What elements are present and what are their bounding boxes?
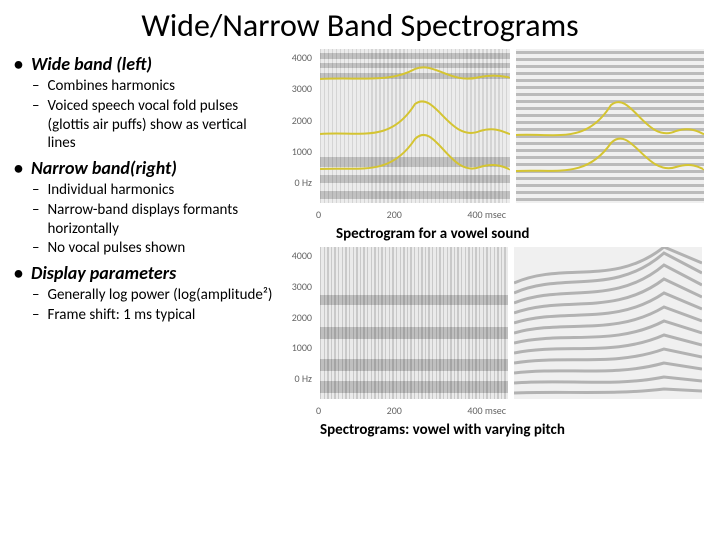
xtick: 0 [316, 404, 321, 417]
xtick: 400 msec [467, 208, 506, 221]
xaxis-top: 0 200 400 msec [316, 207, 506, 221]
display-item-1-text: Frame shift: 1 ms typical [47, 306, 195, 325]
narrow-item-2-text: No vocal pulses shown [47, 239, 185, 258]
top-spectrogram-row: 4000 3000 2000 1000 0 Hz [280, 49, 720, 203]
xtick: 400 msec [467, 404, 506, 417]
dash-icon: – [32, 201, 39, 239]
heading-display: • Display parameters [14, 262, 278, 284]
display-item-0: – Generally log power (log(amplitude²) [32, 286, 278, 305]
narrow-item-1: – Narrow-band displays formants horizont… [32, 201, 278, 239]
dash-icon: – [32, 306, 39, 325]
xtick: 0 [316, 208, 321, 221]
dash-icon: – [32, 286, 39, 305]
display-item-1: – Frame shift: 1 ms typical [32, 306, 278, 325]
dash-icon: – [32, 181, 39, 200]
heading-narrow-text: Narrow band(right) [31, 157, 177, 179]
display-item-0-text: Generally log power (log(amplitude²) [47, 286, 272, 305]
spectrogram-top-right [516, 49, 704, 203]
narrow-item-0: – Individual harmonics [32, 181, 278, 200]
bottom-spectrogram-row: 4000 3000 2000 1000 0 Hz [280, 247, 720, 399]
heading-wide-text: Wide band (left) [31, 53, 152, 75]
bullet-dot-icon: • [14, 157, 23, 179]
ytick: 1000 [292, 145, 312, 158]
content-row: • Wide band (left) – Combines harmonics … [0, 49, 720, 441]
wide-item-0-text: Combines harmonics [47, 77, 175, 96]
ytick: 4000 [292, 51, 312, 64]
figure-column: 4000 3000 2000 1000 0 Hz 0 200 400 msec … [278, 49, 720, 441]
wide-item-1-text: Voiced speech vocal fold pulses (glottis… [47, 97, 278, 153]
wide-item-1: – Voiced speech vocal fold pulses (glott… [32, 97, 278, 153]
spectrogram-bottom-right [514, 247, 702, 399]
ytick: 2000 [292, 311, 312, 324]
heading-wide: • Wide band (left) [14, 53, 278, 75]
ytick: 3000 [292, 280, 312, 293]
yaxis-top: 4000 3000 2000 1000 0 Hz [280, 49, 314, 203]
bullet-dot-icon: • [14, 53, 23, 75]
ytick: 2000 [292, 114, 312, 127]
heading-narrow: • Narrow band(right) [14, 157, 278, 179]
slide-title: Wide/Narrow Band Spectrograms [0, 0, 720, 49]
spectrogram-top-left [320, 49, 510, 203]
wide-item-0: – Combines harmonics [32, 77, 278, 96]
ytick: 4000 [292, 249, 312, 262]
caption-bottom: Spectrograms: vowel with varying pitch [320, 421, 720, 439]
narrow-item-2: – No vocal pulses shown [32, 239, 278, 258]
dash-icon: – [32, 77, 39, 96]
dash-icon: – [32, 97, 39, 153]
yaxis-bottom: 4000 3000 2000 1000 0 Hz [280, 247, 314, 399]
ytick: 3000 [292, 82, 312, 95]
ytick: 1000 [292, 341, 312, 354]
caption-top: Spectrogram for a vowel sound [336, 225, 720, 243]
narrow-item-1-text: Narrow-band displays formants horizontal… [47, 201, 278, 239]
ytick: 0 Hz [294, 176, 312, 189]
xtick: 200 [387, 208, 402, 221]
xaxis-bottom: 0 200 400 msec [316, 403, 506, 417]
bullet-dot-icon: • [14, 262, 23, 284]
text-column: • Wide band (left) – Combines harmonics … [0, 49, 278, 441]
dash-icon: – [32, 239, 39, 258]
spectrogram-bottom-left [320, 247, 508, 399]
heading-display-text: Display parameters [31, 262, 176, 284]
xtick: 200 [387, 404, 402, 417]
narrow-item-0-text: Individual harmonics [47, 181, 174, 200]
ytick: 0 Hz [294, 372, 312, 385]
